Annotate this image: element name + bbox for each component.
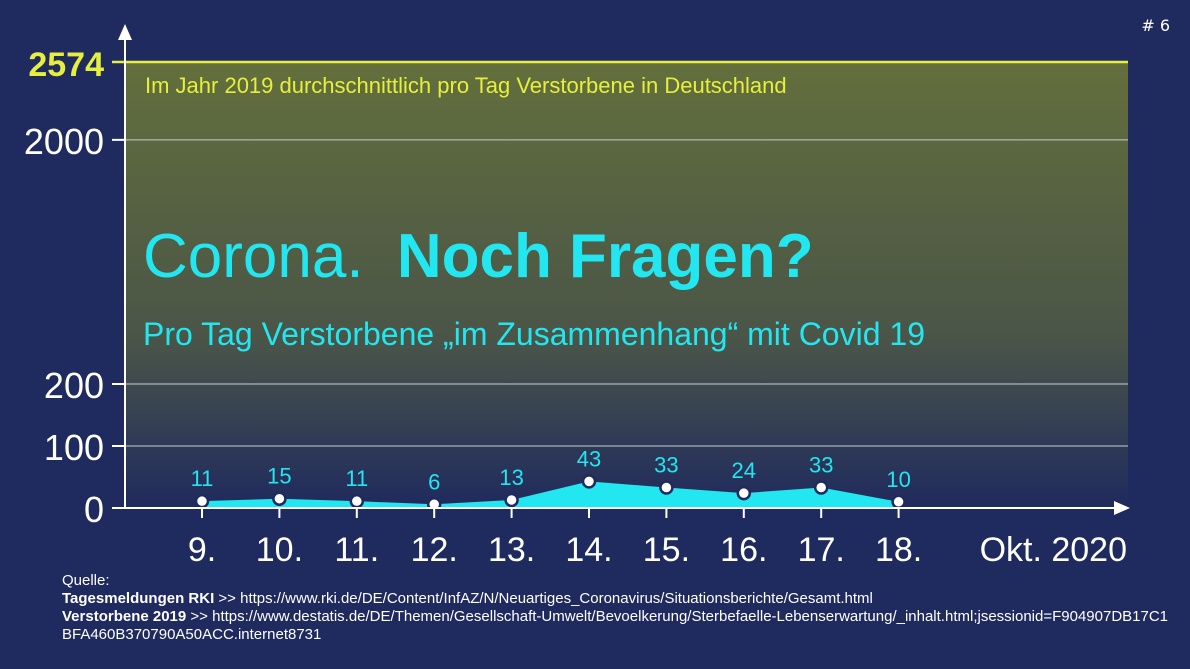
data-label: 11 bbox=[345, 466, 368, 491]
sources-heading: Quelle: bbox=[62, 572, 110, 589]
x-axis-arrow bbox=[1114, 501, 1130, 515]
chart-title-light: Corona. bbox=[143, 222, 364, 291]
data-point bbox=[504, 492, 519, 508]
source-rki: Tagesmeldungen RKI >> https://www.rki.de… bbox=[62, 590, 1172, 608]
x-tick-label: 16. bbox=[720, 531, 767, 569]
x-axis-unit-label: Okt. 2020 bbox=[980, 531, 1127, 569]
data-label: 15 bbox=[267, 464, 291, 489]
chart-title-bold: Noch Fragen? bbox=[397, 222, 814, 291]
series-area bbox=[202, 481, 899, 508]
page-number: # 6 bbox=[1141, 16, 1170, 35]
data-point bbox=[659, 480, 674, 495]
source-destatis-name: Verstorbene 2019 bbox=[62, 608, 187, 625]
x-tick-label: 11. bbox=[334, 531, 379, 569]
data-point bbox=[891, 494, 906, 510]
y-tick-label: 0 bbox=[84, 489, 104, 530]
x-tick-label: 18. bbox=[875, 531, 922, 569]
chart-subtitle: Pro Tag Verstorbene „im Zusammenhang“ mi… bbox=[143, 316, 925, 352]
source-destatis-separator: >> bbox=[186, 608, 213, 625]
data-label: 33 bbox=[654, 453, 678, 478]
source-destatis-url[interactable]: https://www.destatis.de/DE/Themen/Gesell… bbox=[62, 608, 1169, 643]
source-rki-name: Tagesmeldungen RKI bbox=[62, 590, 215, 607]
plot-panel bbox=[125, 62, 1128, 508]
x-tick-label: 15. bbox=[643, 531, 690, 569]
data-point bbox=[736, 485, 752, 501]
sources: Quelle: Tagesmeldungen RKI >> https://ww… bbox=[62, 572, 1172, 644]
data-point bbox=[272, 491, 287, 506]
chart-title: Corona. Noch Fragen? bbox=[143, 222, 814, 291]
data-label: 13 bbox=[499, 465, 523, 490]
source-rki-separator: >> bbox=[214, 590, 241, 607]
reference-value-label: 2574 bbox=[28, 46, 104, 84]
y-tick-label: 100 bbox=[44, 427, 104, 468]
x-tick-label: 17. bbox=[798, 531, 845, 569]
source-rki-url[interactable]: https://www.rki.de/DE/Content/InfAZ/N/Ne… bbox=[240, 590, 873, 607]
data-point bbox=[349, 493, 365, 509]
data-label: 33 bbox=[809, 453, 833, 478]
x-tick-label: 14. bbox=[565, 531, 612, 569]
data-label: 11 bbox=[191, 466, 214, 491]
reference-line-label: Im Jahr 2019 durchschnittlich pro Tag Ve… bbox=[145, 73, 787, 98]
data-label: 43 bbox=[577, 446, 601, 471]
data-label: 6 bbox=[428, 469, 440, 494]
x-tick-label: 13. bbox=[488, 531, 535, 569]
y-axis-arrow bbox=[118, 24, 132, 40]
source-destatis: Verstorbene 2019 >> https://www.destatis… bbox=[62, 608, 1172, 644]
x-tick-label: 9. bbox=[188, 531, 216, 569]
data-point bbox=[194, 493, 210, 509]
data-label: 10 bbox=[886, 467, 910, 492]
y-tick-label: 2000 bbox=[24, 121, 104, 162]
data-point bbox=[813, 480, 829, 495]
x-tick-label: 12. bbox=[411, 531, 458, 569]
y-tick-label: 200 bbox=[44, 365, 104, 406]
data-label: 24 bbox=[732, 458, 756, 483]
x-tick-label: 10. bbox=[256, 531, 303, 569]
data-point bbox=[581, 474, 597, 489]
